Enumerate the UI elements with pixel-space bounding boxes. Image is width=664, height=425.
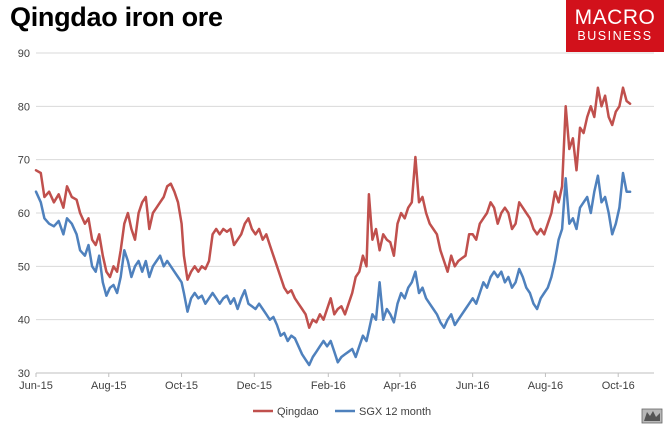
y-axis-ticks: 30 40 50 60 70 80 90: [18, 48, 30, 380]
y-tick-label: 60: [18, 208, 30, 220]
y-tick-label: 50: [18, 261, 30, 273]
cat-icon: [641, 408, 663, 424]
y-tick-label: 70: [18, 155, 30, 167]
macrobusiness-logo: MACRO BUSINESS: [566, 0, 664, 52]
x-tick-label: Aug-16: [528, 380, 563, 392]
x-tick-label: Jun-15: [19, 380, 53, 392]
series-lines: [34, 86, 632, 367]
y-tick-label: 30: [18, 368, 30, 380]
series-line-qingdao: [34, 86, 632, 329]
x-tick-label: Aug-15: [91, 380, 126, 392]
x-tick-label: Jun-16: [456, 380, 490, 392]
chart-title: Qingdao iron ore: [10, 2, 223, 32]
x-axis-ticks: Jun-15 Aug-15 Oct-15 Dec-15 Feb-16 Apr-16 Jun-…: [19, 373, 635, 392]
y-tick-label: 80: [18, 101, 30, 113]
legend-label: Qingdao: [277, 406, 319, 418]
logo-line-2: BUSINESS: [577, 29, 653, 43]
x-tick-label: Feb-16: [311, 380, 346, 392]
logo-line-1: MACRO: [574, 6, 656, 29]
legend-label: SGX 12 month: [359, 406, 431, 418]
x-tick-label: Oct-15: [165, 380, 198, 392]
x-tick-label: Apr-16: [383, 380, 416, 392]
x-tick-label: Oct-16: [602, 380, 635, 392]
series-line-sgx-12-month: [34, 171, 632, 367]
y-tick-label: 90: [18, 48, 30, 60]
x-tick-label: Dec-15: [237, 380, 272, 392]
y-tick-label: 40: [18, 315, 30, 327]
legend: Qingdao SGX 12 month: [253, 406, 431, 418]
